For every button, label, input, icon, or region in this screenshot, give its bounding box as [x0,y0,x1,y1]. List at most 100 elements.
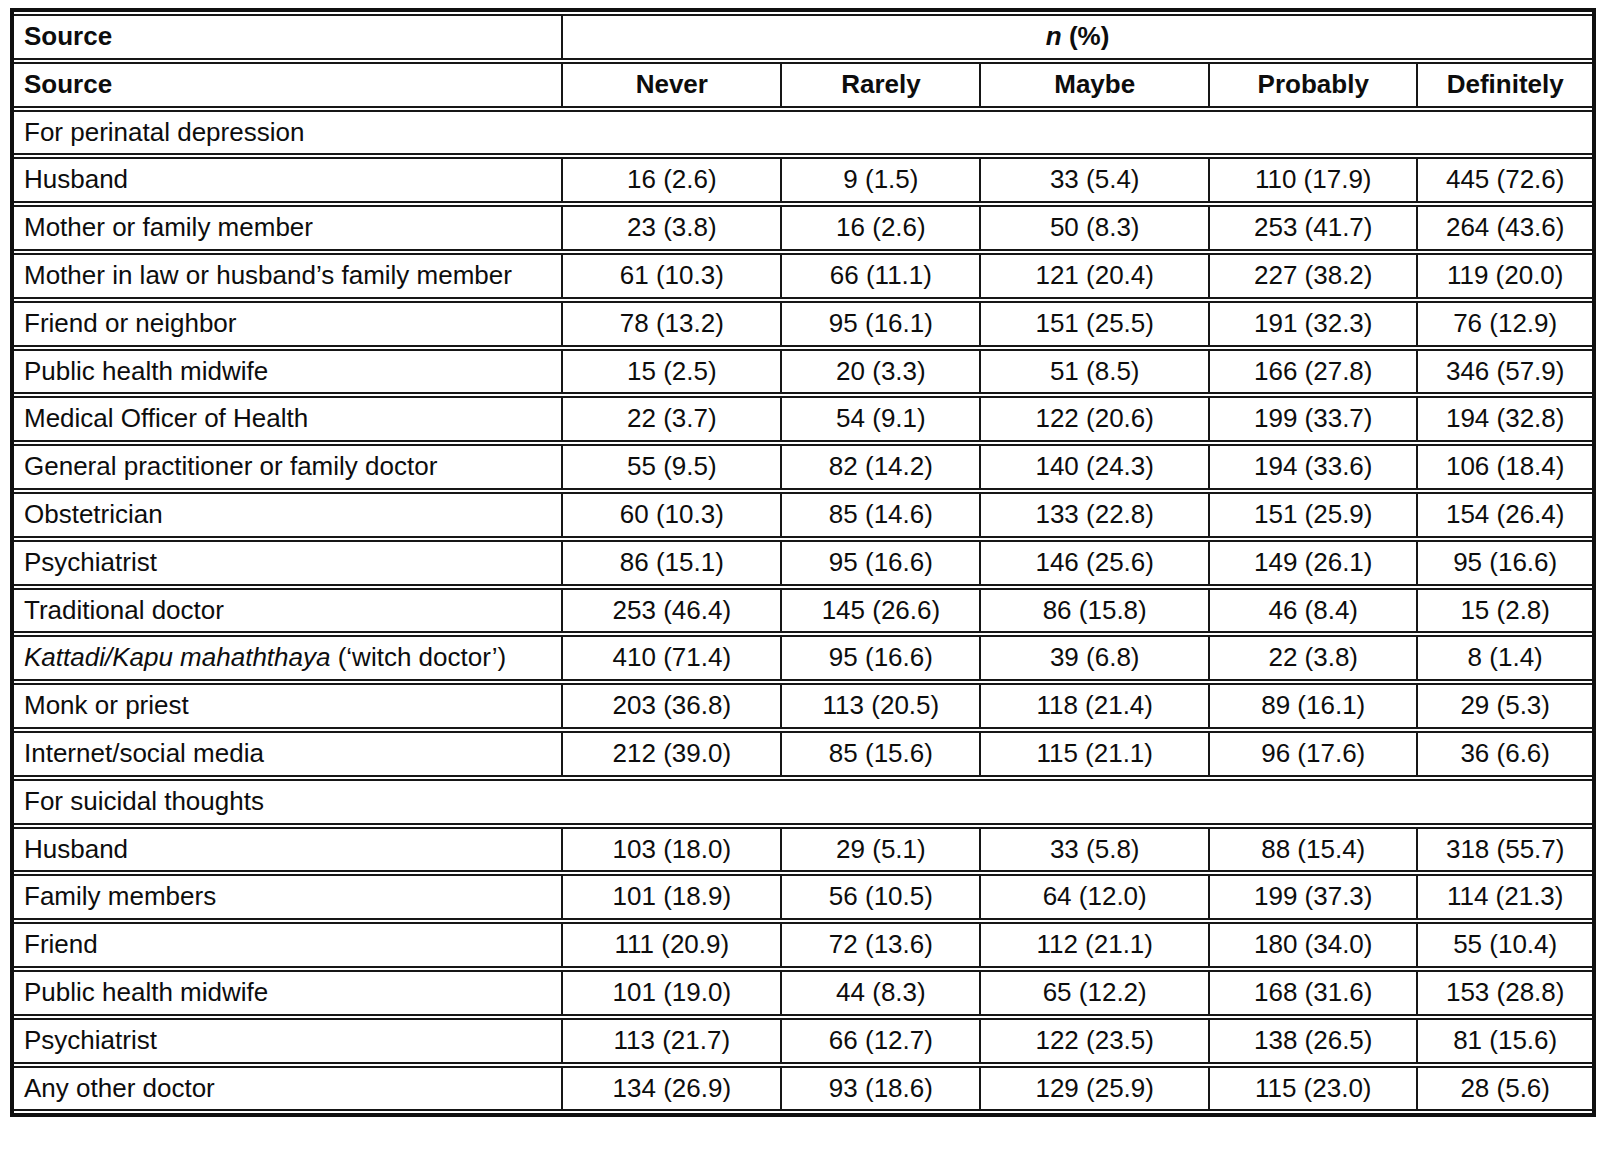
value-cell: 149 (26.1) [1210,540,1418,586]
value-cell: 89 (16.1) [1210,683,1418,729]
value-cell: 64 (12.0) [981,874,1210,920]
value-cell: 264 (43.6) [1418,205,1592,251]
value-cell: 51 (8.5) [981,349,1210,395]
row-label: Any other doctor [14,1066,563,1112]
help-seeking-sources-table: Source n (%) Source Never Rarely Maybe P… [14,12,1592,1113]
value-cell: 54 (9.1) [782,396,981,442]
table-row: Obstetrician60 (10.3)85 (14.6)133 (22.8)… [14,492,1592,538]
value-cell: 20 (3.3) [782,349,981,395]
value-cell: 410 (71.4) [563,635,782,681]
row-label: Friend or neighbor [14,301,563,347]
column-header-never: Never [563,62,782,108]
value-cell: 140 (24.3) [981,444,1210,490]
row-label: Psychiatrist [14,540,563,586]
table-row: Mother or family member23 (3.8)16 (2.6)5… [14,205,1592,251]
table-row: Kattadi/Kapu mahaththaya (‘witch doctor’… [14,635,1592,681]
row-label: Internet/social media [14,731,563,777]
value-cell: 113 (20.5) [782,683,981,729]
value-cell: 151 (25.9) [1210,492,1418,538]
value-cell: 86 (15.8) [981,588,1210,634]
section-title: For suicidal thoughts [14,779,1592,825]
value-cell: 194 (33.6) [1210,444,1418,490]
value-cell: 121 (20.4) [981,253,1210,299]
value-cell: 138 (26.5) [1210,1018,1418,1064]
value-cell: 199 (33.7) [1210,396,1418,442]
value-cell: 33 (5.8) [981,827,1210,873]
value-cell: 78 (13.2) [563,301,782,347]
row-label: General practitioner or family doctor [14,444,563,490]
value-cell: 153 (28.8) [1418,970,1592,1016]
value-cell: 76 (12.9) [1418,301,1592,347]
table-row: Monk or priest203 (36.8)113 (20.5)118 (2… [14,683,1592,729]
value-cell: 28 (5.6) [1418,1066,1592,1112]
value-cell: 168 (31.6) [1210,970,1418,1016]
value-cell: 86 (15.1) [563,540,782,586]
row-label: Husband [14,157,563,203]
row-label: Traditional doctor [14,588,563,634]
value-cell: 154 (26.4) [1418,492,1592,538]
row-label: Husband [14,827,563,873]
row-label: Mother or family member [14,205,563,251]
value-cell: 146 (25.6) [981,540,1210,586]
value-cell: 56 (10.5) [782,874,981,920]
value-cell: 106 (18.4) [1418,444,1592,490]
value-cell: 166 (27.8) [1210,349,1418,395]
value-cell: 72 (13.6) [782,922,981,968]
value-cell: 46 (8.4) [1210,588,1418,634]
value-cell: 85 (15.6) [782,731,981,777]
value-cell: 253 (41.7) [1210,205,1418,251]
table-row: Psychiatrist86 (15.1)95 (16.6)146 (25.6)… [14,540,1592,586]
value-cell: 8 (1.4) [1418,635,1592,681]
value-cell: 22 (3.7) [563,396,782,442]
value-cell: 95 (16.6) [782,540,981,586]
row-label-italic: Kattadi/Kapu mahaththaya [24,642,330,672]
value-cell: 15 (2.8) [1418,588,1592,634]
value-cell: 103 (18.0) [563,827,782,873]
value-cell: 95 (16.6) [1418,540,1592,586]
value-cell: 65 (12.2) [981,970,1210,1016]
column-header-definitely: Definitely [1418,62,1592,108]
value-cell: 82 (14.2) [782,444,981,490]
value-cell: 36 (6.6) [1418,731,1592,777]
header-row-columns: Source Never Rarely Maybe Probably Defin… [14,62,1592,108]
value-cell: 50 (8.3) [981,205,1210,251]
value-cell: 96 (17.6) [1210,731,1418,777]
row-label: Psychiatrist [14,1018,563,1064]
table-row: Psychiatrist113 (21.7)66 (12.7)122 (23.5… [14,1018,1592,1064]
table-row: Public health midwife15 (2.5)20 (3.3)51 … [14,349,1592,395]
value-cell: 253 (46.4) [563,588,782,634]
row-label: Public health midwife [14,349,563,395]
value-cell: 88 (15.4) [1210,827,1418,873]
value-cell: 194 (32.8) [1418,396,1592,442]
value-cell: 122 (20.6) [981,396,1210,442]
table-row: Internet/social media212 (39.0)85 (15.6)… [14,731,1592,777]
source-column-header: Source [14,62,563,108]
row-label: Obstetrician [14,492,563,538]
table-row: Family members101 (18.9)56 (10.5)64 (12.… [14,874,1592,920]
value-cell: 145 (26.6) [782,588,981,634]
row-label: Friend [14,922,563,968]
value-cell: 81 (15.6) [1418,1018,1592,1064]
table-row: Traditional doctor253 (46.4)145 (26.6)86… [14,588,1592,634]
value-cell: 9 (1.5) [782,157,981,203]
n-percent-rest: (%) [1062,21,1110,51]
value-cell: 16 (2.6) [563,157,782,203]
value-cell: 114 (21.3) [1418,874,1592,920]
table-row: Husband103 (18.0)29 (5.1)33 (5.8)88 (15.… [14,827,1592,873]
value-cell: 23 (3.8) [563,205,782,251]
header-row-top: Source n (%) [14,14,1592,60]
column-header-maybe: Maybe [981,62,1210,108]
value-cell: 55 (9.5) [563,444,782,490]
value-cell: 151 (25.5) [981,301,1210,347]
row-label: Monk or priest [14,683,563,729]
value-cell: 318 (55.7) [1418,827,1592,873]
table-row: Public health midwife101 (19.0)44 (8.3)6… [14,970,1592,1016]
value-cell: 33 (5.4) [981,157,1210,203]
table-frame: Source n (%) Source Never Rarely Maybe P… [10,8,1596,1117]
source-column-header-top: Source [14,14,563,60]
value-cell: 29 (5.3) [1418,683,1592,729]
value-cell: 227 (38.2) [1210,253,1418,299]
value-cell: 118 (21.4) [981,683,1210,729]
value-cell: 15 (2.5) [563,349,782,395]
table-row: Friend111 (20.9)72 (13.6)112 (21.1)180 (… [14,922,1592,968]
